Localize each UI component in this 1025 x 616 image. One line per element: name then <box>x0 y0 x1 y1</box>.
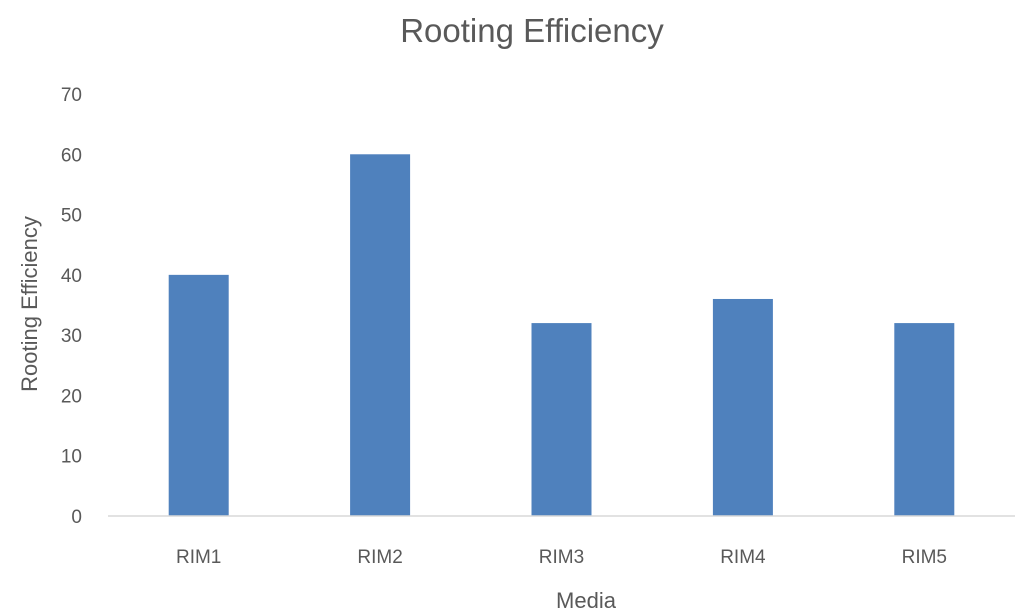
y-tick-label: 10 <box>61 447 82 468</box>
x-tick-label-rim4: RIM4 <box>720 547 766 568</box>
bar-rim1 <box>168 274 229 516</box>
y-tick-label: 70 <box>61 85 82 106</box>
y-axis-title: Rooting Efficiency <box>17 216 42 392</box>
x-tick-label-rim3: RIM3 <box>539 547 584 568</box>
chart-title: Rooting Efficiency <box>400 12 664 49</box>
x-tick-label-rim5: RIM5 <box>902 547 947 568</box>
y-tick-label: 20 <box>61 386 82 407</box>
bar-rim5 <box>894 323 955 516</box>
y-tick-label: 40 <box>61 266 82 287</box>
x-axis-title: Media <box>556 588 617 613</box>
y-tick-label: 50 <box>61 206 82 227</box>
x-tick-label-rim2: RIM2 <box>357 547 402 568</box>
bar-rim2 <box>350 154 411 517</box>
bar-rim3 <box>531 323 592 516</box>
bar-series <box>168 154 955 517</box>
y-tick-label: 30 <box>61 326 82 347</box>
y-axis-tick-labels: 0 10 20 30 40 50 60 70 <box>61 85 82 528</box>
bar-rim4 <box>712 298 773 516</box>
x-axis-tick-labels: RIM1 RIM2 RIM3 RIM4 RIM5 <box>176 547 947 568</box>
x-tick-label-rim1: RIM1 <box>176 547 221 568</box>
y-tick-label: 60 <box>61 145 82 166</box>
y-tick-label: 0 <box>71 507 82 528</box>
